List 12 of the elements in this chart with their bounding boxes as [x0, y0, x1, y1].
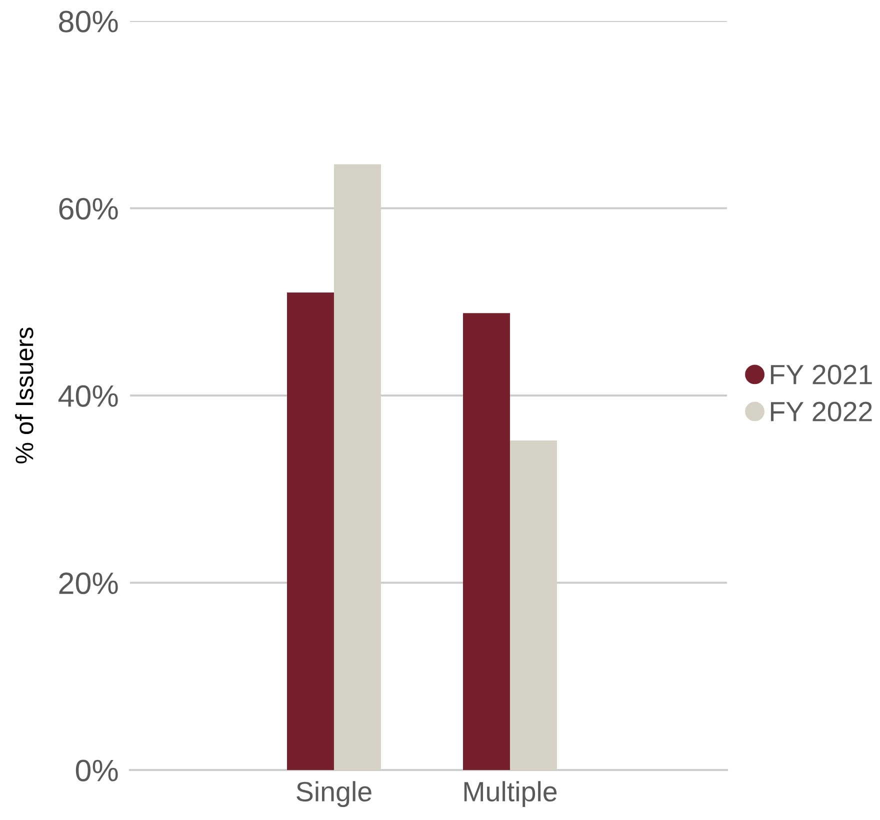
y-tick-label: 20%	[59, 572, 118, 594]
legend-label: FY 2022	[770, 402, 872, 422]
legend-label: FY 2021	[770, 364, 872, 384]
y-axis-title: % of Issuers	[15, 328, 34, 464]
bar	[286, 292, 334, 770]
y-tick-label: 40%	[58, 385, 118, 407]
bar	[462, 313, 510, 770]
y-tick-label: 0%	[76, 760, 118, 782]
y-tick-label: 60%	[59, 198, 118, 220]
x-tick-label: Single	[296, 781, 372, 808]
x-tick-label: Multiple	[464, 781, 557, 808]
y-tick-label: 80%	[59, 10, 118, 32]
